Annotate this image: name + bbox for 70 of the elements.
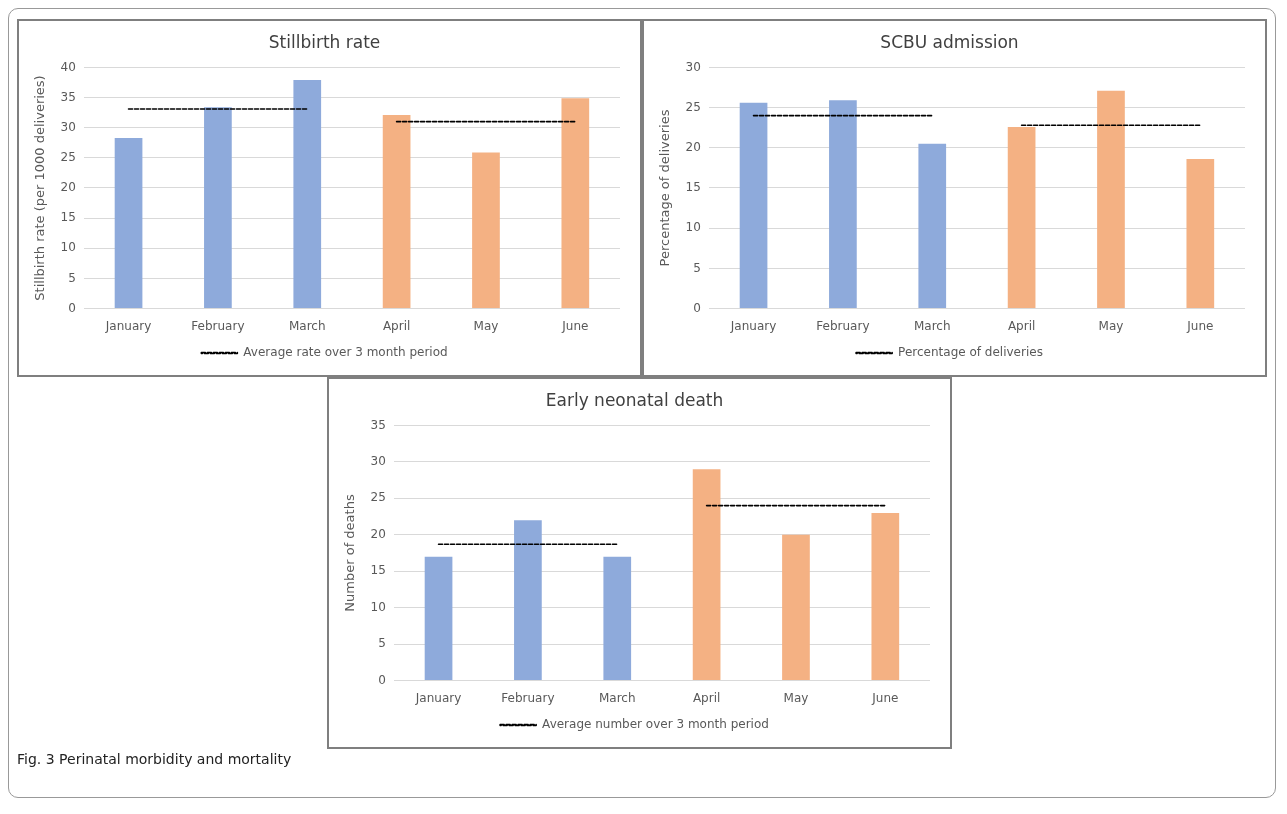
y-tick-label: 30	[685, 59, 701, 74]
y-tick-label: 25	[685, 99, 701, 114]
legend-label: Average rate over 3 month period	[243, 345, 448, 360]
y-tick-label: 5	[377, 636, 386, 651]
y-tick-label: 25	[60, 149, 76, 164]
x-tick-label: May	[1098, 318, 1124, 333]
legend-label: Percentage of deliveries	[898, 345, 1043, 360]
x-tick-label: March	[913, 318, 951, 333]
y-axis-title: Stillbirth rate (per 1000 deliveries)	[32, 75, 48, 301]
bar	[692, 469, 720, 681]
x-tick-label: February	[191, 318, 245, 333]
bar	[382, 115, 411, 309]
bar	[293, 80, 322, 309]
y-tick-label: 15	[370, 563, 386, 578]
bar	[1186, 159, 1215, 309]
y-tick-label: 30	[370, 453, 386, 468]
x-tick-label: January	[729, 318, 777, 333]
bar	[602, 556, 631, 681]
y-tick-label: 20	[60, 180, 76, 195]
x-tick-label: May	[473, 318, 499, 333]
x-tick-label: February	[816, 318, 870, 333]
x-tick-label: April	[382, 318, 411, 333]
y-tick-label: 0	[693, 300, 701, 315]
y-tick-label: 0	[68, 300, 76, 315]
caption: Fig. 3 Perinatal morbidity and mortality	[17, 751, 293, 767]
bar	[561, 98, 590, 309]
x-tick-label: March	[598, 690, 636, 705]
bar	[781, 534, 810, 681]
y-tick-label: 35	[370, 417, 386, 432]
x-tick-label: June	[1186, 318, 1214, 333]
bar	[472, 152, 500, 309]
y-tick-label: 10	[685, 220, 701, 235]
y-tick-label: 15	[685, 180, 701, 195]
bar	[829, 100, 857, 309]
y-tick-label: 5	[693, 260, 701, 275]
x-tick-label: June	[561, 318, 589, 333]
y-tick-label: 15	[60, 210, 76, 225]
bar	[513, 520, 542, 681]
x-tick-label: May	[783, 690, 808, 705]
x-tick-label: January	[104, 318, 152, 333]
y-tick-label: 5	[68, 270, 76, 285]
y-tick-label: 20	[685, 139, 701, 154]
y-axis-title: Number of deaths	[341, 494, 357, 612]
bar	[918, 143, 947, 309]
x-tick-label: March	[288, 318, 326, 333]
chart-title: Early neonatal death	[545, 389, 723, 410]
y-tick-label: 25	[370, 490, 386, 505]
bar	[739, 102, 768, 309]
y-tick-label: 10	[60, 240, 76, 255]
bar	[1007, 126, 1036, 309]
chart-title: SCBU admission	[880, 31, 1019, 52]
y-tick-label: 20	[370, 526, 386, 541]
x-tick-label: February	[500, 690, 554, 705]
bar	[204, 107, 232, 309]
bar	[1097, 90, 1125, 309]
x-tick-label: January	[414, 690, 461, 705]
x-tick-label: June	[870, 690, 898, 705]
bar	[114, 137, 143, 309]
x-tick-label: April	[1007, 318, 1036, 333]
legend-label: Average number over 3 month period	[541, 717, 769, 732]
chart-title: Stillbirth rate	[268, 31, 381, 52]
y-tick-label: 0	[377, 672, 386, 687]
bar	[424, 556, 452, 681]
bar	[870, 512, 899, 681]
y-tick-label: 10	[370, 599, 386, 614]
y-tick-label: 30	[60, 119, 76, 134]
y-axis-title: Percentage of deliveries	[657, 109, 673, 267]
x-tick-label: April	[692, 690, 720, 705]
y-tick-label: 40	[60, 59, 76, 74]
y-tick-label: 35	[60, 89, 76, 104]
